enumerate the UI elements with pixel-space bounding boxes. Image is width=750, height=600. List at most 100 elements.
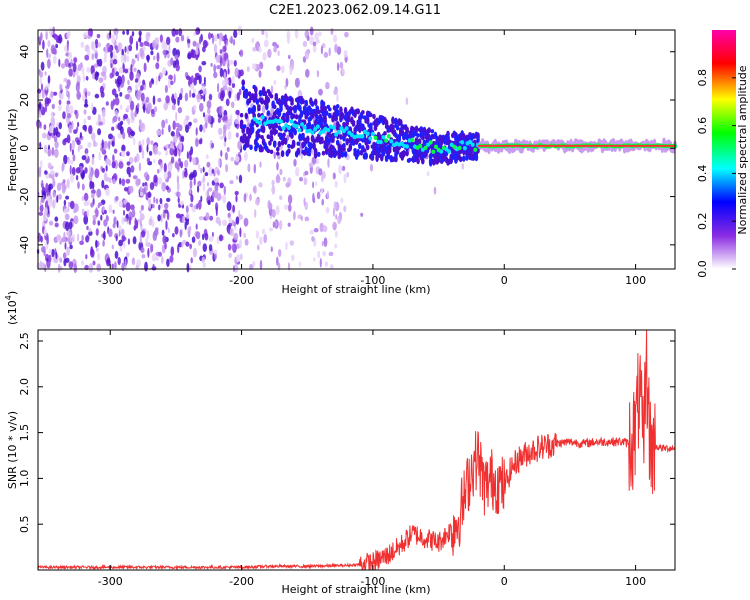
spectrogram-ridge-cell xyxy=(274,129,279,135)
spectrogram-speckle xyxy=(246,66,250,72)
spectrogram-speckle xyxy=(205,212,210,221)
spectrogram-speckle xyxy=(161,229,165,236)
spectrogram-ridge-cell xyxy=(394,117,398,126)
spectrogram-speckle xyxy=(216,65,222,70)
spectrogram-speckle xyxy=(94,168,100,179)
spectrogram-speckle xyxy=(185,75,191,80)
colorbar-tick-label: 0.0 xyxy=(696,260,709,278)
spectrogram-speckle xyxy=(244,238,249,246)
spectrogram-ridge-core xyxy=(434,144,438,149)
snr-y-tick-label: 2.5 xyxy=(18,332,31,350)
spectrogram-speckle xyxy=(150,140,154,145)
spectrogram-speckle xyxy=(126,29,130,36)
spectrogram-speckle xyxy=(140,122,146,132)
spectrogram-ridge-cell xyxy=(387,148,392,154)
spectrogram-speckle xyxy=(129,35,134,45)
spectrogram-ridge-cell xyxy=(331,136,335,144)
spectrogram-ridge-cell xyxy=(291,113,296,119)
spectrogram-speckle xyxy=(145,174,150,182)
spectrogram-ridge-core xyxy=(286,125,291,130)
spectrogram-x-tick-label: -100 xyxy=(360,274,385,287)
spectrogram-ridge-cell xyxy=(272,140,277,148)
spectrogram-speckle xyxy=(155,198,159,205)
spectrogram-speckle xyxy=(177,196,180,204)
spectrogram-ridge-cell xyxy=(317,151,321,157)
spectrogram-ridge-cell xyxy=(365,118,370,125)
spectrogram-ridge-cell xyxy=(268,140,272,146)
spectrogram-speckle xyxy=(47,198,53,208)
spectrogram-speckle xyxy=(82,93,86,102)
spectrogram-speckle xyxy=(111,34,115,45)
spectrogram-speckle xyxy=(195,28,199,35)
spectrogram-speckle xyxy=(121,228,125,237)
spectrogram-speckle xyxy=(53,136,58,143)
spectrogram-speckle xyxy=(147,102,152,113)
spectrogram-speckle xyxy=(66,79,71,87)
spectrogram-speckle xyxy=(255,230,259,239)
spectrogram-speckle xyxy=(53,34,59,41)
spectrogram-ridge-cell xyxy=(249,144,253,151)
spectrogram-speckle xyxy=(153,196,156,204)
spectrogram-speckle xyxy=(86,67,90,73)
spectrogram-ridge-core xyxy=(284,123,289,128)
spectrogram-speckle xyxy=(153,106,158,113)
spectrogram-speckle xyxy=(192,88,196,94)
spectrogram-speckle xyxy=(247,163,251,173)
spectrogram-speckle xyxy=(110,63,113,69)
spectrogram-ridge-cell xyxy=(427,127,431,134)
spectrogram-speckle xyxy=(253,185,256,194)
spectrogram-speckle xyxy=(217,117,221,124)
spectrogram-ridge-core xyxy=(386,134,391,139)
spectrogram-speckle xyxy=(164,202,169,210)
spectrogram-speckle xyxy=(195,223,198,230)
spectrogram-speckle xyxy=(167,170,172,179)
spectrogram-speckle xyxy=(200,195,203,202)
spectrogram-speckle xyxy=(52,199,56,209)
spectrogram-speckle xyxy=(235,132,239,138)
spectrogram-ridge-cell xyxy=(313,147,318,156)
colorbar-ticks: 0.0 0.2 0.4 0.6 0.8 xyxy=(696,69,736,278)
spectrogram-speckle xyxy=(278,249,282,257)
spectrogram-speckle xyxy=(332,221,337,231)
spectrogram-speckle xyxy=(222,84,228,91)
spectrogram-speckle xyxy=(142,79,146,86)
spectrogram-ridge-cell xyxy=(317,109,321,115)
spectrogram-speckle xyxy=(136,102,140,109)
spectrogram-speckle xyxy=(157,251,163,257)
spectrogram-speckle xyxy=(163,171,168,180)
spectrogram-speckle xyxy=(238,214,244,220)
spectrogram-speckle xyxy=(192,247,198,258)
spectrogram-speckle xyxy=(223,71,226,80)
spectrogram-speckle xyxy=(276,161,279,171)
spectrogram-speckle xyxy=(244,151,248,161)
spectrogram-speckle xyxy=(110,51,113,59)
spectrogram-speckle xyxy=(138,119,142,125)
spectrogram-speckle xyxy=(66,42,69,52)
spectrogram-speckle xyxy=(228,252,232,259)
spectrogram-speckle xyxy=(119,104,123,110)
spectrogram-speckle xyxy=(44,144,48,154)
spectrogram-speckle xyxy=(130,130,136,137)
spectrogram-speckle xyxy=(299,177,303,182)
spectrogram-speckle xyxy=(280,65,285,74)
spectrogram-speckle xyxy=(219,56,223,67)
spectrogram-speckle xyxy=(100,91,105,98)
snr-y-scale-close: ) xyxy=(6,291,19,295)
snr-y-label: SNR (10 * v/v) xyxy=(6,411,19,489)
spectrogram-speckle xyxy=(46,257,49,262)
snr-y-axis: 0.5 1.0 1.5 2.0 2.5 xyxy=(18,332,675,533)
spectrogram-speckle xyxy=(227,68,230,75)
spectrogram-speckle xyxy=(144,261,148,272)
spectrogram-ridge-core xyxy=(370,131,375,137)
spectrogram-speckle xyxy=(336,62,340,71)
spectrogram-ridge-cell xyxy=(432,158,436,166)
spectrogram-speckle xyxy=(175,127,180,138)
spectrogram-speckle xyxy=(62,160,65,171)
spectrogram-speckle xyxy=(161,256,164,265)
spectrogram-speckle xyxy=(326,190,330,199)
spectrogram-speckle-layer xyxy=(36,25,476,274)
spectrogram-ridge-core xyxy=(473,147,478,152)
spectrogram-speckle xyxy=(44,207,48,216)
spectrogram-ridge-cell xyxy=(257,133,261,139)
spectrogram-speckle xyxy=(85,91,88,99)
